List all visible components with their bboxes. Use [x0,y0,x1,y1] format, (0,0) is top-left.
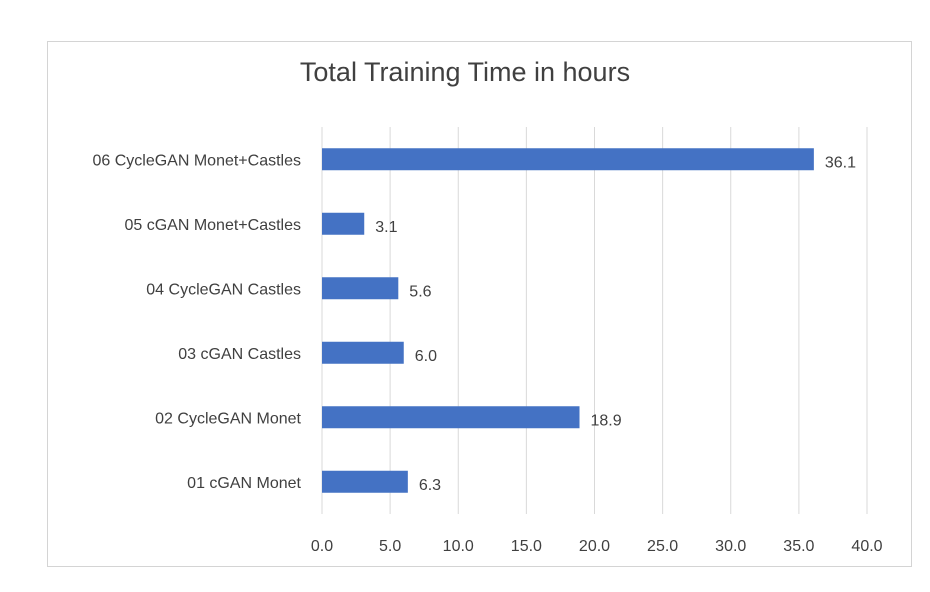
category-label: 01 cGAN Monet [187,475,301,492]
x-tick-label: 5.0 [379,538,401,555]
bar [322,406,580,429]
bar [322,470,408,493]
x-tick-label: 0.0 [311,538,333,555]
category-label: 06 CycleGAN Monet+Castles [92,152,301,169]
data-label: 6.0 [415,348,437,365]
category-label: 02 CycleGAN Monet [155,410,301,427]
data-label: 36.1 [825,154,856,171]
x-tick-label: 10.0 [443,538,474,555]
category-label: 04 CycleGAN Castles [146,281,301,298]
x-tick-label: 30.0 [715,538,746,555]
x-tick-label: 20.0 [579,538,610,555]
data-label: 6.3 [419,477,441,494]
chart-frame [47,41,912,567]
category-label: 05 cGAN Monet+Castles [124,217,301,234]
data-label: 5.6 [409,283,431,300]
category-label: 03 cGAN Castles [178,346,301,363]
x-tick-label: 25.0 [647,538,678,555]
data-label: 3.1 [375,219,397,236]
data-label: 18.9 [591,412,622,429]
x-tick-label: 35.0 [783,538,814,555]
x-tick-label: 40.0 [851,538,882,555]
bar [322,212,365,235]
bar [322,148,814,171]
bar [322,341,404,364]
x-tick-label: 15.0 [511,538,542,555]
chart-title: Total Training Time in hours [299,57,631,87]
bar [322,277,399,300]
